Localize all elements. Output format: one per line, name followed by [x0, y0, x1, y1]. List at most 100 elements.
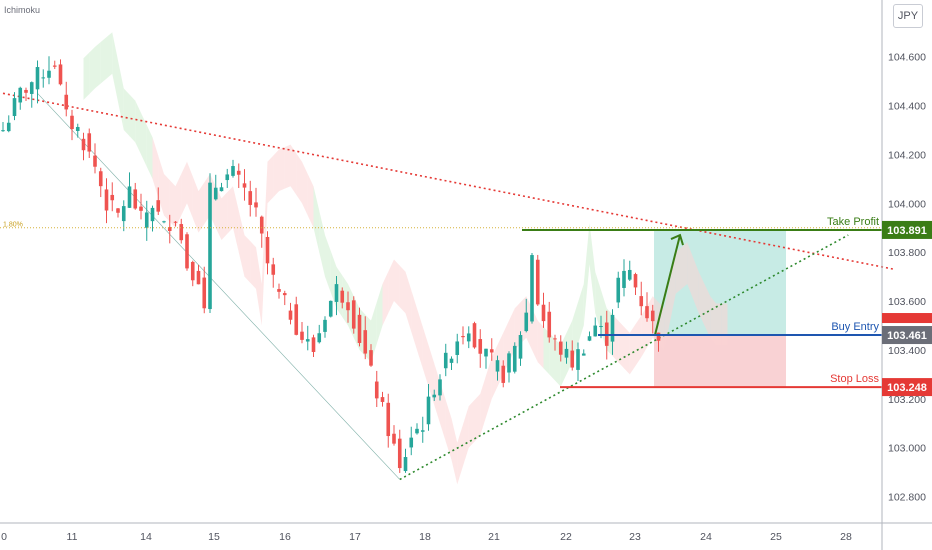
candle-body — [593, 325, 598, 337]
candle-body — [610, 314, 615, 342]
x-tick-label: 16 — [279, 531, 291, 543]
candle-body — [196, 270, 201, 285]
candle-body — [645, 306, 649, 319]
cloud-segment — [486, 357, 492, 418]
candle-body — [41, 77, 46, 79]
candle-body — [167, 227, 172, 231]
cloud-segment — [647, 296, 653, 348]
price-tag-partial — [882, 313, 932, 324]
projection-arrow — [654, 234, 681, 336]
cloud-segment — [146, 125, 153, 179]
cloud-segment — [491, 345, 498, 399]
cloud-segment — [118, 60, 124, 130]
cloud-segment — [704, 283, 711, 338]
price-tag-text: 103.461 — [887, 330, 927, 342]
cloud-segment — [215, 186, 222, 240]
candle-body — [24, 89, 28, 93]
candle-body — [144, 212, 149, 228]
cloud-segment — [641, 305, 647, 358]
y-tick-label: 103.000 — [888, 443, 926, 455]
cloud-segment — [141, 112, 147, 167]
cloud-segment — [261, 161, 268, 326]
candle-body — [386, 402, 391, 437]
cloud-segment — [635, 315, 642, 366]
price-axis[interactable]: 103.891 103.461 103.248 104.600 104.400 104.2… — [881, 0, 932, 550]
cloud-segment — [589, 222, 596, 314]
cloud-segment — [100, 37, 107, 84]
x-tick-label: 21 — [488, 531, 500, 543]
candle-body — [64, 94, 69, 110]
candle-body — [351, 300, 356, 329]
ichimoku-cloud — [83, 32, 728, 485]
cloud-segment — [445, 400, 452, 460]
cloud-segment — [83, 52, 90, 100]
candle-body — [403, 457, 408, 472]
candle-body — [363, 330, 368, 354]
cloud-segment — [543, 326, 550, 375]
candle-body — [208, 182, 212, 310]
cloud-segment — [106, 32, 113, 79]
candle-body — [93, 155, 97, 167]
indicator-label: Ichimoku — [4, 5, 41, 15]
candle-body — [300, 331, 304, 340]
candle-body — [288, 310, 293, 320]
price-tag — [882, 378, 932, 397]
candle-body — [455, 341, 460, 355]
candle-body — [248, 191, 253, 205]
candle-body — [213, 187, 218, 200]
cloud-segment — [388, 259, 394, 314]
candle-body — [512, 345, 517, 372]
time-axis[interactable]: 0 11 14 15 16 17 18 21 22 23 24 25 28 — [0, 522, 932, 543]
level-label: Stop Loss — [830, 373, 879, 385]
cloud-segment — [468, 400, 475, 448]
candle-body — [305, 339, 310, 342]
cloud-segment — [95, 41, 101, 89]
candle-body — [340, 290, 345, 303]
candle-body — [524, 312, 529, 332]
candle-body — [650, 310, 655, 322]
cloud-segment — [618, 320, 624, 369]
cloud-segment — [721, 303, 728, 346]
cloud-segment — [256, 247, 262, 326]
candle-body — [282, 293, 287, 296]
candle-body — [541, 304, 546, 322]
cloud-segment — [376, 283, 383, 344]
candle-body — [415, 428, 419, 434]
level-label: Buy Entry — [831, 321, 879, 333]
candle-body — [1, 130, 5, 132]
candle-body — [484, 348, 488, 357]
cloud-segment — [710, 296, 716, 346]
fib-level-label: 1.80% — [3, 222, 23, 229]
cloud-segment — [537, 320, 544, 369]
cloud-segment — [227, 186, 233, 234]
price-tag — [882, 326, 932, 345]
cloud-segment — [313, 186, 320, 253]
level-label: Take Profit — [827, 216, 879, 228]
cloud-segment — [296, 153, 302, 204]
candle-body — [461, 336, 465, 338]
candle-body — [369, 350, 373, 366]
cloud-segment — [422, 326, 429, 387]
cloud-segment — [440, 381, 446, 442]
candle-body — [52, 65, 57, 67]
x-tick-label: 25 — [770, 531, 782, 543]
candle-body — [323, 319, 327, 332]
candle-body — [639, 296, 644, 307]
price-tag — [882, 220, 932, 239]
candle-body — [576, 349, 580, 370]
resistance-trendline — [2, 92, 895, 271]
candle-body — [150, 207, 155, 222]
candle-body — [294, 304, 299, 335]
y-tick-label: 103.400 — [888, 345, 926, 357]
currency-button[interactable]: JPY — [893, 4, 923, 28]
candle-body — [530, 255, 534, 322]
candle-body — [495, 360, 500, 372]
candles — [1, 56, 661, 473]
price-tag-text: 103.248 — [887, 382, 927, 394]
x-tick-label: 17 — [349, 531, 361, 543]
cloud-segment — [463, 406, 469, 467]
candle-body — [35, 67, 40, 90]
candle-body — [627, 269, 632, 280]
candle-body — [254, 202, 258, 208]
